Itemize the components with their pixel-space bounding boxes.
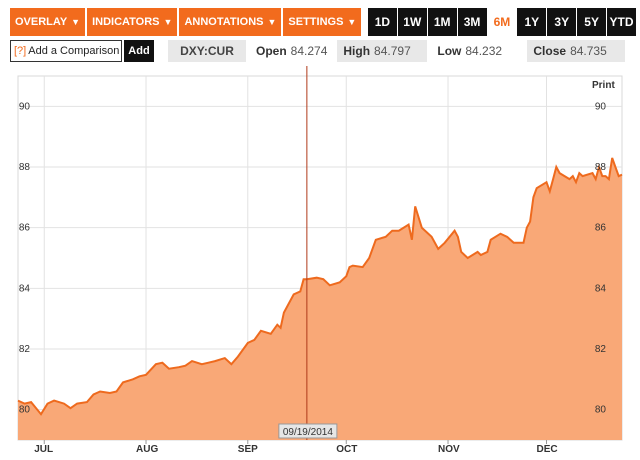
y-axis-left: 80 82 84 86 88 90 [19,101,31,415]
indicators-label: INDICATORS [92,16,160,28]
close-value: 84.735 [570,44,607,58]
chevron-down-icon: ▼ [71,17,81,27]
high-value: 84.797 [374,44,411,58]
symbol-label: DXY:CUR [168,40,246,62]
chevron-down-icon: ▼ [347,17,357,27]
crosshair-date-box [278,423,338,439]
y-tick-label-left: 86 [19,223,31,234]
open-value: 84.274 [290,44,328,58]
overlay-label: OVERLAY [15,16,68,28]
print-button[interactable]: Print [592,80,615,91]
price-line [17,157,623,416]
y-tick-label-left: 80 [19,405,31,416]
low-label: Low [437,44,462,58]
x-axis: JUL AUG SEP OCT NOV DEC [34,440,558,455]
x-tick-label: JUL [34,444,53,455]
comparison-input[interactable]: [?] Add a Comparison [10,40,122,62]
settings-label: SETTINGS [288,16,344,28]
chevron-down-icon: ▼ [267,17,277,27]
chart-toolbar: OVERLAY ▼ INDICATORS ▼ ANNOTATIONS ▼ SETTIN… [10,8,636,36]
range-1y-button[interactable]: 1Y [517,8,547,36]
range-1d-button[interactable]: 1D [367,8,397,36]
x-tick-label: OCT [336,444,357,455]
y-axis-right: 80 82 84 86 88 90 [595,101,607,415]
range-3m-button[interactable]: 3M [457,8,487,36]
high-stat: High 84.797 [337,40,428,62]
low-value: 84.232 [465,44,503,58]
range-5y-button[interactable]: 5Y [577,8,607,36]
y-tick-label-left: 90 [19,101,31,112]
range-3y-button[interactable]: 3Y [547,8,577,36]
range-6m-button[interactable]: 6M [487,8,517,36]
x-tick-label: AUG [136,444,158,455]
y-tick-label-right: 86 [595,223,607,234]
open-stat: Open 84.274 [250,40,333,62]
annotations-menu-button[interactable]: ANNOTATIONS ▼ [179,8,282,36]
overlay-menu-button[interactable]: OVERLAY ▼ [10,8,86,36]
settings-menu-button[interactable]: SETTINGS ▼ [283,8,362,36]
x-tick-label: SEP [238,444,258,455]
price-chart[interactable]: 80 82 84 86 88 90 80 82 84 86 88 90 JUL AUG SEP OCT NO… [0,66,640,460]
y-tick-label-left: 82 [19,344,31,355]
y-tick-label-right: 82 [595,344,607,355]
comparison-placeholder: Add a Comparison [28,45,120,57]
y-tick-label-right: 90 [595,101,607,112]
y-tick-label-left: 84 [19,283,31,294]
add-comparison-button[interactable]: Add [124,40,154,62]
quote-infobar: [?] Add a Comparison Add DXY:CUR Open 84.… [10,40,636,62]
y-tick-label-right: 80 [595,405,607,416]
crosshair-date-label: 09/19/2014 [283,427,333,438]
help-icon[interactable]: [?] [14,45,27,57]
low-stat: Low 84.232 [431,40,523,62]
open-label: Open [256,44,287,58]
x-tick-label: DEC [537,444,558,455]
range-ytd-button[interactable]: YTD [607,8,636,36]
high-label: High [343,44,371,58]
range-1w-button[interactable]: 1W [397,8,427,36]
annotations-label: ANNOTATIONS [184,16,264,28]
close-label: Close [533,44,567,58]
range-1m-button[interactable]: 1M [427,8,457,36]
x-tick-label: NOV [438,444,460,455]
y-tick-label-right: 88 [595,162,607,173]
chevron-down-icon: ▼ [163,17,173,27]
close-stat: Close 84.735 [527,40,626,62]
y-tick-label-left: 88 [19,162,31,173]
indicators-menu-button[interactable]: INDICATORS ▼ [87,8,178,36]
y-tick-label-right: 84 [595,283,607,294]
